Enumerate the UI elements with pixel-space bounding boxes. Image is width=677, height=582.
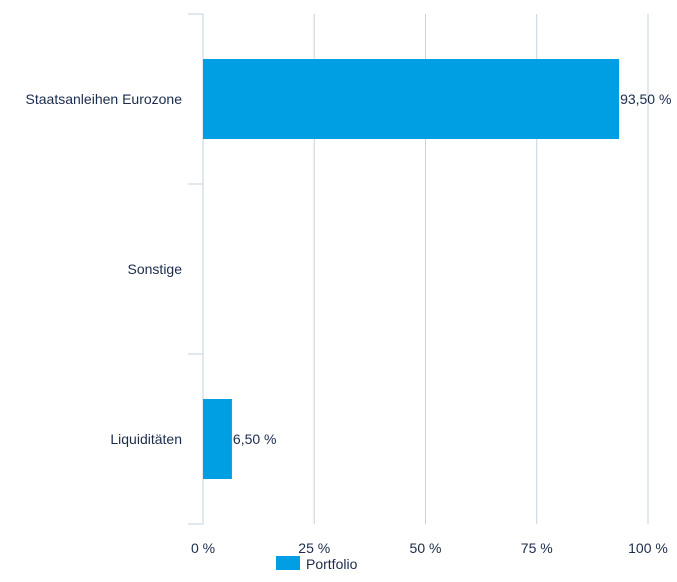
legend-swatch-portfolio[interactable] [276, 556, 300, 570]
category-label-0: Staatsanleihen Eurozone [26, 91, 183, 107]
legend[interactable]: Portfolio [276, 556, 358, 572]
bar-2[interactable] [203, 399, 232, 479]
bar-0[interactable] [203, 59, 620, 139]
x-tick-label-0: 0 % [191, 540, 215, 556]
x-tick-label-25: 25 % [298, 540, 330, 556]
x-tick-label-50: 50 % [410, 540, 442, 556]
x-tick-label-75: 75 % [521, 540, 553, 556]
x-tick-label-100: 100 % [628, 540, 668, 556]
data-label-2: 6,50 % [233, 431, 277, 447]
data-label-0: 93,50 % [620, 91, 671, 107]
legend-label-portfolio[interactable]: Portfolio [306, 556, 358, 572]
label-layer: 93,50 % 6,50 % [233, 91, 672, 447]
category-label-1: Sonstige [128, 261, 183, 277]
category-label-2: Liquiditäten [110, 431, 182, 447]
bar-layer [203, 59, 620, 479]
